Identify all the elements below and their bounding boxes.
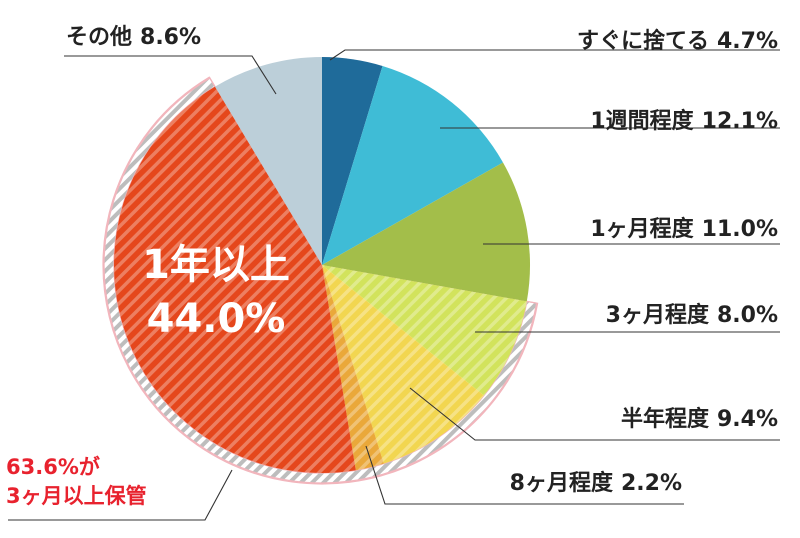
highlight-callout-line2: 3ヶ月以上保管 [6,484,147,508]
slice-7-44-0-hatch [113,86,356,474]
slice-5-9-4-label: 半年程度 9.4% [621,406,778,432]
slice-1-4-7-leader [329,49,780,61]
slice-2-12-1 [322,66,503,265]
slice-4-8-0-hatch [322,265,527,396]
leader-lines [8,49,780,521]
slice-2-12-1-label: 1週間程度 12.1% [590,108,778,134]
slice-1-4-7-label: すぐに捨てる 4.7% [577,28,778,54]
slice-3-11-0-label: 1ヶ月程度 11.0% [590,216,778,242]
slice-7-44-0-label-value: 44.0% [147,296,286,342]
highlight-callout-line1: 63.6%が [6,455,100,479]
slice-7-44-0-label-name: 1年以上 [142,242,290,288]
slice-1-4-7 [322,57,383,265]
slice-4-8-0-label: 3ヶ月程度 8.0% [606,302,778,328]
slice-8-8-6-label: その他 8.6% [66,25,201,50]
slice-6-2-2-label: 8ヶ月程度 2.2% [510,470,682,496]
slice-8-8-6 [215,57,322,265]
slice-labels: すぐに捨てる 4.7% 1週間程度 12.1% 1ヶ月程度 11.0% 3ヶ月程度 8.0% 半… [6,25,778,508]
slice-8-8-6-leader [64,55,277,95]
slice-6-2-2-hatch [322,265,384,471]
slice-6-2-2-leader [365,445,684,505]
slice-3-11-0 [322,162,531,302]
slice-5-9-4-hatch [322,265,484,464]
pie-slices [113,57,531,474]
slice-5-9-4-leader [409,387,780,441]
highlight-callout-leader [8,469,233,521]
highlight-ring-outline [102,76,539,485]
